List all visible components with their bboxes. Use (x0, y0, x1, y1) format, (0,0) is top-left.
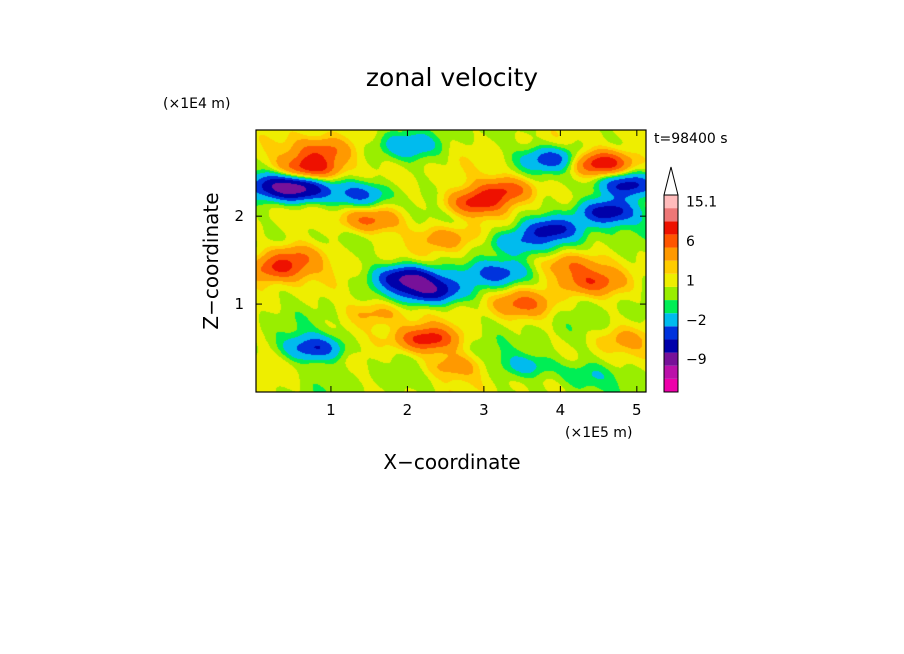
colorbar-label: −9 (686, 352, 707, 368)
x-tick-label: 1 (326, 401, 336, 419)
colorbar-swatch (664, 273, 678, 287)
time-label: t=98400 s (654, 131, 728, 147)
colorbar-label: −2 (686, 313, 707, 329)
colorbar-swatch (664, 313, 678, 327)
colorbar-swatch (664, 352, 678, 366)
x-tick-label: 3 (479, 401, 489, 419)
x-tick-label: 2 (403, 401, 413, 419)
colorbar-swatch (664, 365, 678, 379)
x-unit-label: (×1E5 m) (565, 425, 632, 441)
colorbar-swatch (664, 286, 678, 301)
x-axis-label: X−coordinate (383, 450, 520, 474)
colorbar-swatch (664, 247, 678, 261)
colorbar-swatch (664, 260, 678, 274)
colorbar-label: 6 (686, 234, 695, 250)
colorbar-frame (663, 194, 679, 393)
colorbar-label: 15.1 (686, 195, 717, 211)
colorbar-label: 1 (686, 273, 695, 289)
colorbar-swatch (664, 195, 678, 209)
colorbar-swatch (664, 339, 678, 353)
y-unit-label: (×1E4 m) (163, 96, 230, 112)
heatmap-plot (255, 129, 647, 393)
y-tick-label: 1 (234, 295, 244, 313)
colorbar: 15.1 6 1 −2 −9 (663, 166, 717, 393)
plot-frame (255, 129, 647, 393)
colorbar-swatch (664, 221, 678, 235)
y-axis: 12 (234, 207, 646, 313)
colorbar-swatch (664, 208, 678, 222)
y-axis-label: Z−coordinate (199, 192, 223, 329)
colorbar-swatch (664, 234, 678, 248)
y-tick-label: 2 (234, 207, 244, 225)
heatmap-canvas (256, 130, 646, 392)
colorbar-swatch (664, 300, 678, 314)
x-tick-label: 5 (632, 401, 642, 419)
chart-title: zonal velocity (366, 63, 538, 92)
colorbar-extend-arrow (663, 166, 679, 196)
colorbar-swatch (664, 326, 678, 340)
x-axis: 1 2 3 4 5 (326, 130, 642, 419)
x-tick-label: 4 (556, 401, 566, 419)
colorbar-swatch (664, 378, 678, 392)
